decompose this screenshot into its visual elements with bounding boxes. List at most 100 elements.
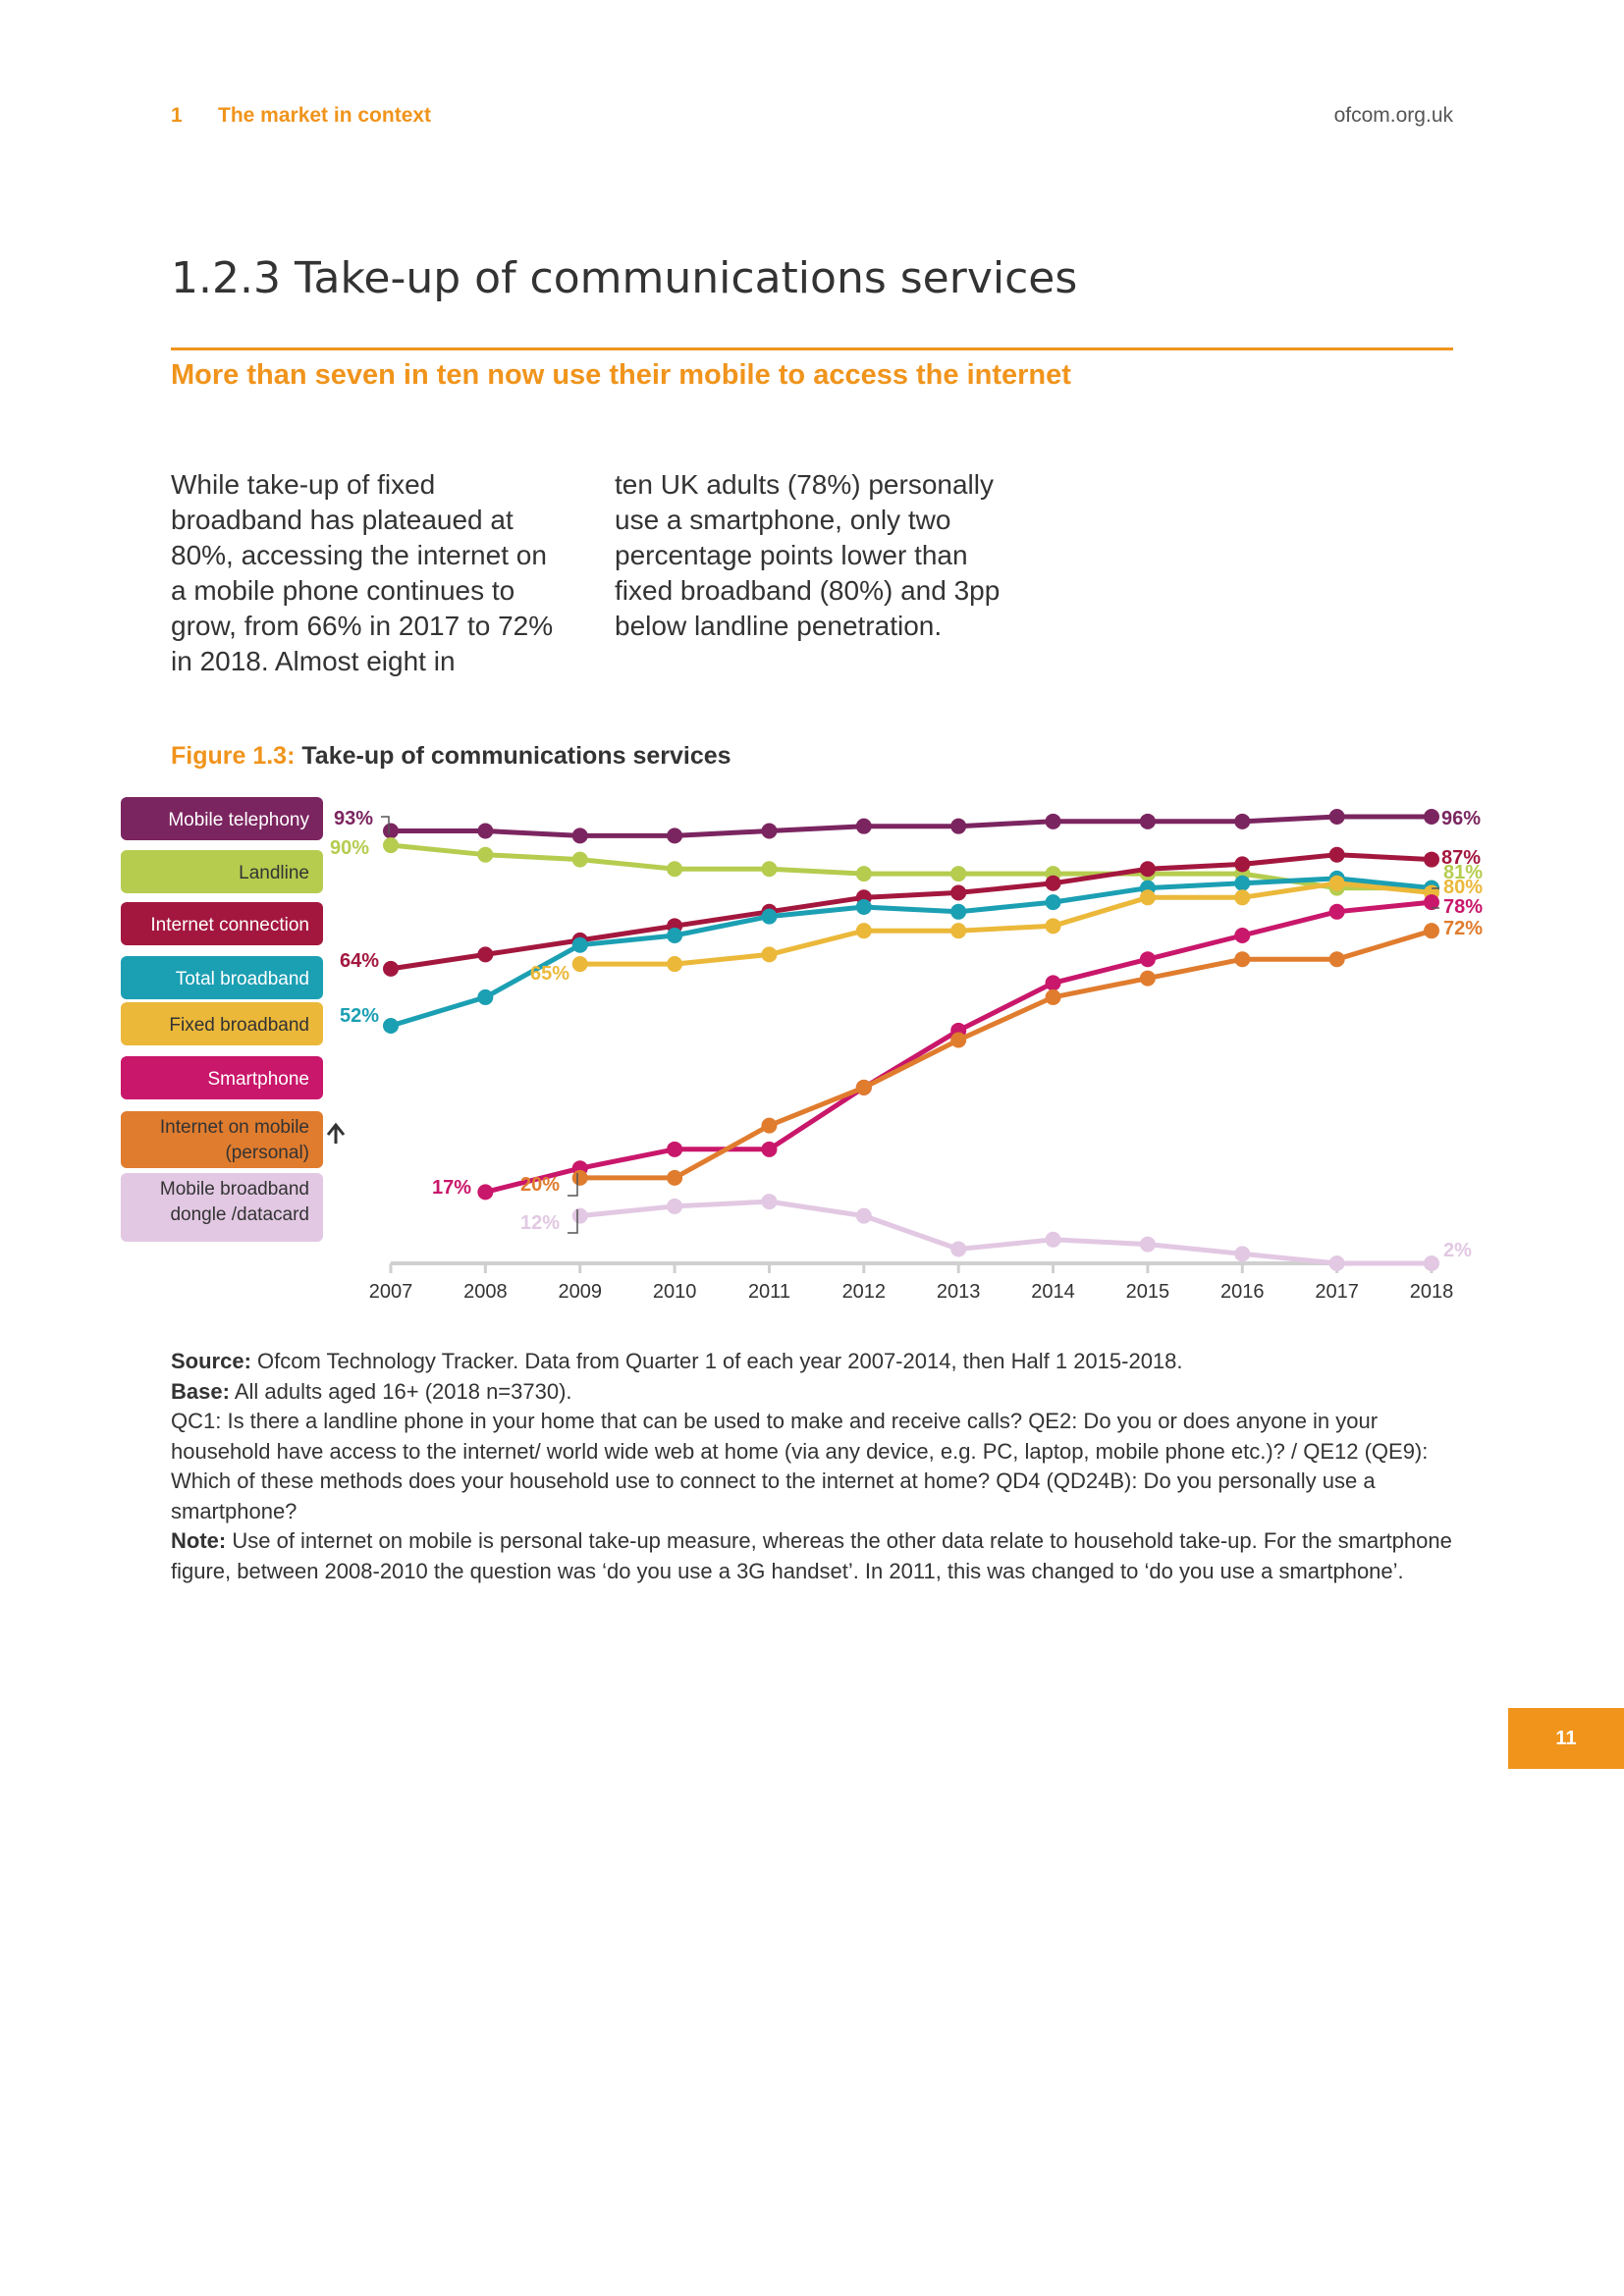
- section-number: 1: [171, 104, 183, 127]
- data-point-smartphone: [761, 1141, 778, 1157]
- legend-label-fixed-broadband: Fixed broadband: [169, 1015, 309, 1036]
- end-value-label-internet-connection: 87%: [1441, 847, 1481, 869]
- x-tick-label: 2008: [463, 1281, 508, 1303]
- data-point-fixed-broadband: [855, 923, 872, 939]
- data-point-internet-connection: [1045, 875, 1061, 891]
- legend-swatch-internet-connection: [121, 902, 323, 945]
- legend-label-total-broadband: Total broadband: [176, 969, 309, 989]
- end-value-label-smartphone: 78%: [1443, 896, 1483, 918]
- data-point-fixed-broadband: [571, 956, 588, 973]
- data-point-mobile-telephony: [855, 818, 872, 834]
- x-tick-label: 2009: [558, 1281, 602, 1303]
- series-line-internet-on-mobile-personal: [577, 928, 1435, 1181]
- data-point-smartphone: [477, 1184, 494, 1201]
- data-point-fixed-broadband: [1234, 889, 1251, 906]
- end-value-label-fixed-broadband: 80%: [1443, 877, 1483, 898]
- page-title: 1.2.3 Take-up of communications services: [171, 253, 1078, 303]
- data-point-mobile-telephony: [1139, 813, 1156, 829]
- data-point-fixed-broadband: [761, 946, 778, 963]
- data-point-internet-connection: [1234, 856, 1251, 873]
- start-value-label-fixed-broadband: 65%: [530, 963, 569, 985]
- x-tick-label: 2012: [842, 1281, 887, 1303]
- base-text: All adults aged 16+ (2018 n=3730).: [234, 1378, 572, 1404]
- data-point-landline: [855, 866, 872, 882]
- data-point-mobile-telephony: [1234, 813, 1251, 829]
- data-point-mobile-broadband-dongle-datacard: [1139, 1236, 1156, 1253]
- x-tick-label: 2013: [937, 1281, 981, 1303]
- legend-label-internet-on-mobile-personal: Internet on mobile: [160, 1117, 309, 1138]
- legend-label-internet-connection: Internet connection: [150, 915, 309, 935]
- data-point-smartphone: [1424, 894, 1439, 911]
- legend-label-internet-on-mobile-personal: (personal): [225, 1143, 309, 1163]
- end-value-label-internet-on-mobile-personal: 72%: [1443, 918, 1483, 939]
- x-tick-label: 2010: [653, 1281, 697, 1303]
- data-point-internet-on-mobile-personal: [1045, 988, 1061, 1005]
- data-point-internet-on-mobile-personal: [1424, 923, 1439, 939]
- data-point-mobile-broadband-dongle-datacard: [1328, 1255, 1345, 1271]
- data-point-smartphone: [1045, 975, 1061, 991]
- x-tick-label: 2017: [1315, 1281, 1359, 1303]
- page-number: 11: [1508, 1708, 1624, 1769]
- x-tick-label: 2015: [1126, 1281, 1170, 1303]
- data-point-internet-on-mobile-personal: [950, 1032, 967, 1048]
- data-point-fixed-broadband: [667, 956, 683, 973]
- data-point-total-broadband: [855, 898, 872, 915]
- data-point-landline: [950, 866, 967, 882]
- title-divider: [171, 347, 1453, 350]
- data-point-smartphone: [1139, 951, 1156, 968]
- data-point-mobile-broadband-dongle-datacard: [761, 1194, 778, 1210]
- data-point-mobile-broadband-dongle-datacard: [1424, 1255, 1439, 1271]
- data-point-internet-connection: [1139, 861, 1156, 878]
- data-point-mobile-broadband-dongle-datacard: [571, 1207, 588, 1224]
- legend-swatch-fixed-broadband: [121, 1002, 323, 1045]
- data-point-internet-connection: [477, 946, 494, 963]
- start-value-label-internet-on-mobile-personal: 20%: [520, 1174, 560, 1196]
- data-point-internet-connection: [383, 960, 399, 977]
- data-point-mobile-telephony: [571, 828, 588, 844]
- data-point-landline: [383, 837, 399, 854]
- data-point-smartphone: [1328, 903, 1345, 920]
- data-point-internet-connection: [950, 884, 967, 901]
- data-point-fixed-broadband: [1045, 918, 1061, 934]
- legend-label-landline: Landline: [239, 863, 309, 883]
- x-tick-label: 2011: [748, 1281, 790, 1303]
- data-point-mobile-broadband-dongle-datacard: [667, 1198, 683, 1214]
- x-tick-label: 2007: [369, 1281, 413, 1303]
- up-arrow-icon: [326, 1122, 346, 1144]
- end-value-label-mobile-broadband-dongle-datacard: 2%: [1443, 1240, 1472, 1261]
- start-value-label-landline: 90%: [330, 837, 369, 859]
- data-point-fixed-broadband: [1328, 875, 1345, 891]
- data-point-landline: [571, 851, 588, 868]
- data-point-mobile-telephony: [667, 828, 683, 844]
- source-label: Source:: [171, 1349, 251, 1373]
- note-label: Note:: [171, 1528, 227, 1553]
- legend-label-mobile-broadband-dongle-datacard: Mobile broadband: [160, 1179, 309, 1200]
- data-point-landline: [477, 846, 494, 863]
- data-point-internet-on-mobile-personal: [667, 1169, 683, 1186]
- data-point-mobile-telephony: [1328, 809, 1345, 825]
- legend-swatch-smartphone: [121, 1056, 323, 1099]
- data-point-total-broadband: [950, 903, 967, 920]
- data-point-internet-on-mobile-personal: [761, 1117, 778, 1134]
- data-point-internet-on-mobile-personal: [1139, 970, 1156, 987]
- figure-title: Figure 1.3: Take-up of communications se…: [171, 742, 731, 771]
- legend-swatch-mobile-telephony: [121, 797, 323, 840]
- data-point-internet-connection: [1328, 846, 1345, 863]
- start-value-label-internet-connection: 64%: [340, 950, 379, 972]
- legend-swatch-internet-on-mobile-personal: [121, 1111, 323, 1168]
- data-point-mobile-broadband-dongle-datacard: [1045, 1231, 1061, 1248]
- series-line-landline: [388, 842, 1435, 891]
- figure-label: Figure 1.3:: [171, 742, 296, 770]
- subheading: More than seven in ten now use their mob…: [171, 359, 1071, 391]
- site-name[interactable]: ofcom.org.uk: [1333, 104, 1453, 127]
- data-point-mobile-broadband-dongle-datacard: [1234, 1246, 1251, 1262]
- series-line-internet-connection: [388, 852, 1435, 972]
- data-point-mobile-broadband-dongle-datacard: [950, 1241, 967, 1257]
- data-point-mobile-telephony: [950, 818, 967, 834]
- data-point-total-broadband: [571, 936, 588, 953]
- leader-bracket: [568, 1209, 578, 1234]
- x-tick-label: 2018: [1410, 1281, 1454, 1303]
- body-text-column-1: While take-up of fixed broadband has pla…: [171, 469, 554, 676]
- leader-bracket: [1432, 887, 1439, 909]
- data-point-internet-on-mobile-personal: [571, 1169, 588, 1186]
